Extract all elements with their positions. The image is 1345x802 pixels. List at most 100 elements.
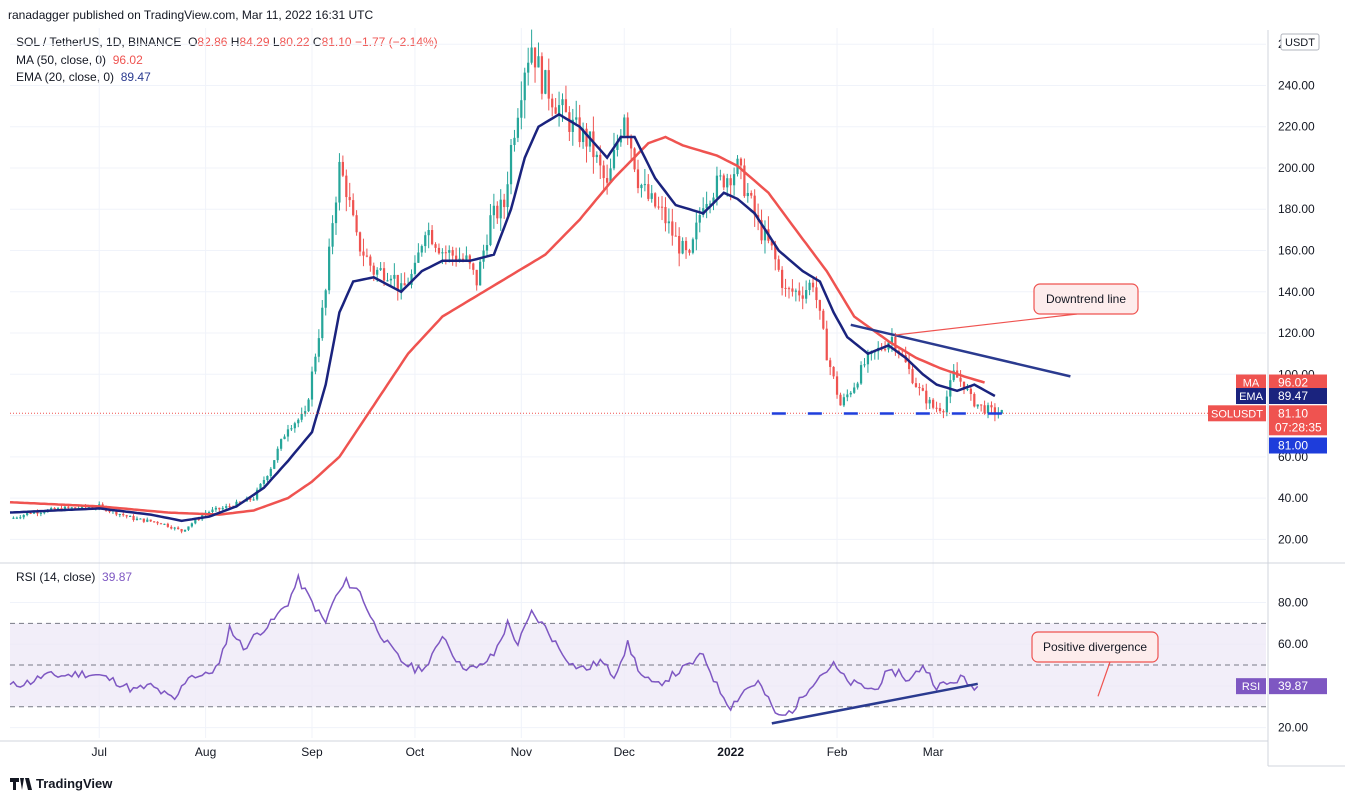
candle-body: [197, 519, 200, 521]
candle-body: [719, 175, 722, 177]
candle-body: [890, 336, 894, 343]
candle-body: [489, 215, 492, 246]
candle-body: [15, 517, 18, 519]
candle-body: [177, 527, 180, 530]
candle-body: [262, 480, 266, 484]
support-value-badge[interactable]: [1269, 437, 1327, 454]
candle-body: [585, 128, 588, 147]
candle-body: [506, 184, 509, 208]
close-label: C: [312, 35, 322, 49]
ema-value-badge[interactable]: [1269, 388, 1327, 405]
last-price-symbol-badge[interactable]: [1208, 405, 1266, 422]
candle-body: [966, 388, 969, 390]
downtrend-callout[interactable]: [1033, 283, 1139, 315]
ema20-line[interactable]: [9, 112, 996, 523]
candle-body: [283, 436, 286, 440]
downtrend-line[interactable]: [850, 323, 1071, 378]
candle-body: [50, 508, 53, 510]
candle-body: [760, 220, 763, 241]
rsi-value-badge[interactable]: [1269, 678, 1327, 695]
candle-body: [194, 519, 197, 524]
time-tick-label: Feb: [827, 745, 848, 759]
candle-body: [218, 507, 221, 510]
candle-body: [225, 506, 228, 508]
candle-body: [883, 349, 887, 351]
candle-body: [118, 514, 121, 516]
candle-body: [43, 512, 46, 514]
time-tick-label: 2022: [717, 745, 744, 759]
candle-body: [324, 290, 327, 308]
candle-body: [794, 290, 797, 292]
candle-body: [286, 429, 290, 437]
candle-body: [173, 527, 176, 529]
candle-body: [527, 62, 530, 73]
ma-name-badge[interactable]: [1236, 374, 1266, 391]
price-chart[interactable]: Downtrend line Positive divergence 20.00 4…: [0, 0, 1345, 770]
last-price-symbol-label: SOLUSDT: [1211, 408, 1263, 420]
candle-body: [297, 419, 300, 424]
price-tick-label: 20.00: [1278, 532, 1308, 546]
candle-body: [128, 515, 132, 517]
candle-body: [228, 506, 231, 508]
candle-body: [19, 517, 22, 519]
candle-body: [269, 468, 272, 477]
candle-body: [153, 521, 156, 523]
ma-value-badge[interactable]: [1269, 374, 1327, 391]
ma-legend-value: 96.02: [112, 53, 143, 67]
candle-body: [599, 154, 602, 166]
ema-name-badge[interactable]: [1236, 388, 1266, 405]
candle-body: [784, 287, 787, 289]
candle-body: [695, 222, 698, 240]
candle-body: [976, 404, 979, 407]
candle-body: [643, 184, 646, 186]
tradingview-logo[interactable]: TradingView: [10, 776, 112, 791]
candle-body: [705, 203, 708, 209]
divergence-line[interactable]: [771, 682, 978, 725]
candle-body: [32, 511, 36, 514]
candle-body: [455, 255, 458, 262]
candle-body: [853, 387, 856, 393]
footer-brand: TradingView: [36, 776, 113, 791]
candle-body: [29, 512, 32, 514]
candle-body: [664, 207, 667, 224]
ema-legend[interactable]: EMA (20, close, 0) 89.47: [16, 70, 151, 84]
candle-body: [122, 514, 125, 516]
candle-body: [314, 356, 317, 372]
rsi-legend[interactable]: RSI (14, close) 39.87: [16, 570, 132, 584]
candle-body: [942, 411, 945, 413]
ma50-line[interactable]: [9, 135, 985, 516]
candle-body: [170, 526, 173, 529]
candle-body: [376, 269, 379, 275]
candle-body: [290, 428, 293, 430]
candle-body: [952, 370, 955, 381]
candle-body: [846, 394, 849, 398]
candle-body: [317, 338, 320, 357]
candle-body: [403, 283, 406, 286]
time-tick-label: Nov: [511, 745, 532, 759]
candle-body: [235, 501, 238, 508]
candle-body: [492, 205, 495, 216]
currency-badge[interactable]: [1280, 33, 1320, 51]
candle-body: [420, 246, 423, 253]
publisher-line: ranadagger published on TradingView.com,…: [8, 8, 374, 22]
candle-body: [911, 369, 914, 384]
candle-body: [708, 203, 712, 205]
ma-legend[interactable]: MA (50, close, 0) 96.02: [16, 53, 143, 67]
candle-body: [12, 517, 15, 519]
candle-body: [533, 47, 537, 68]
candle-body: [358, 232, 362, 252]
candle-body: [386, 280, 389, 282]
rsi-line[interactable]: [9, 572, 979, 716]
rsi-name-badge[interactable]: [1236, 678, 1266, 695]
candle-body: [732, 174, 736, 186]
candle-body: [914, 383, 918, 387]
divergence-callout[interactable]: [1031, 631, 1159, 663]
divergence-callout-label: Positive divergence: [1043, 640, 1147, 654]
symbol-name[interactable]: SOL / TetherUS, 1D, BINANCE: [16, 35, 182, 49]
candle-body: [365, 255, 369, 257]
candle-body: [70, 507, 73, 509]
candle-body: [321, 307, 324, 339]
last-price-value-badge[interactable]: [1269, 405, 1327, 436]
candle-body: [684, 240, 688, 251]
last-price-countdown: 07:28:35: [1275, 420, 1322, 434]
